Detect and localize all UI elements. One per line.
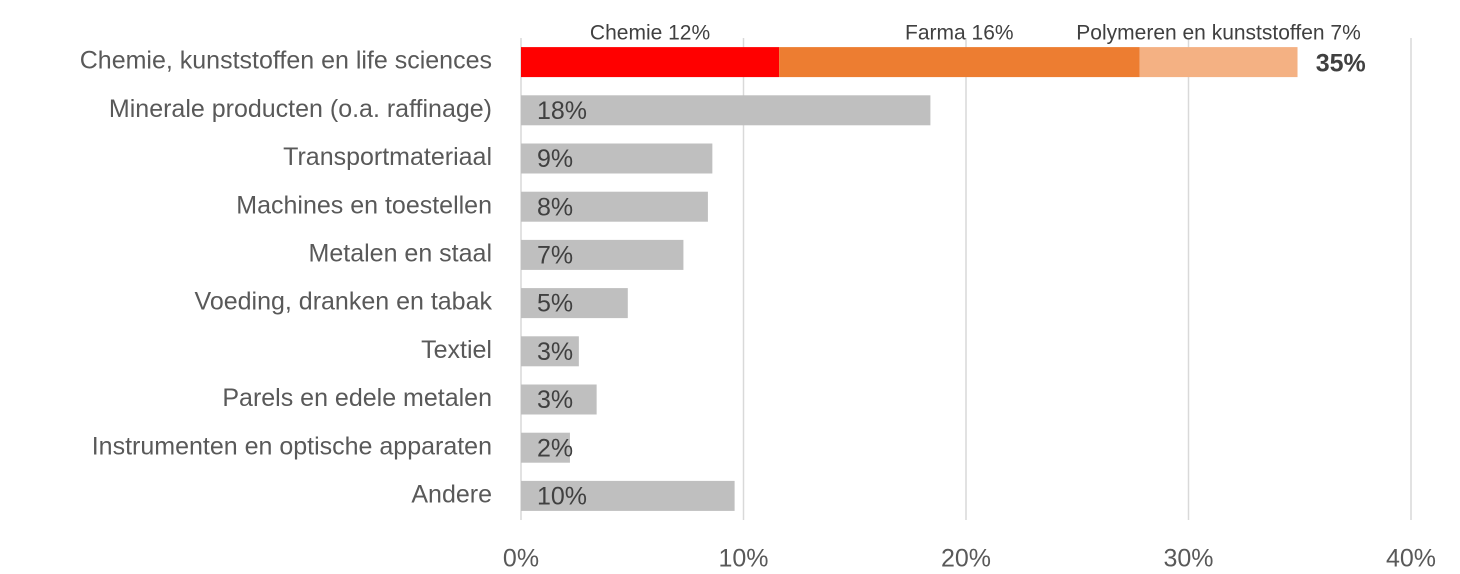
data-label: 2% <box>537 434 573 462</box>
bar-segment <box>521 480 735 511</box>
y-tick-label: Instrumenten en optische apparaten <box>92 432 492 460</box>
bar-segment <box>521 432 570 463</box>
segment-label: Polymeren en kunststoffen 7% <box>1076 22 1360 45</box>
y-tick-label: Chemie, kunststoffen en life sciences <box>80 47 492 75</box>
data-label: 3% <box>537 386 573 414</box>
bar-segment <box>521 191 708 222</box>
bar-segment <box>521 288 628 319</box>
bar-segment <box>521 95 931 126</box>
x-tick-label: 40% <box>1386 545 1436 573</box>
x-tick-label: 0% <box>503 545 539 573</box>
y-tick-label: Transportmateriaal <box>283 143 492 171</box>
bar-segment <box>521 47 780 78</box>
y-tick-label: Machines en toestellen <box>236 191 492 219</box>
y-tick-label: Voeding, dranken en tabak <box>195 288 493 316</box>
x-tick-label: 10% <box>718 545 768 573</box>
bar-segment <box>521 384 597 415</box>
data-label: 7% <box>537 242 573 270</box>
bar-segment <box>521 336 579 367</box>
bar-segment <box>779 47 1140 78</box>
x-tick-label: 20% <box>941 545 991 573</box>
y-tick-label: Textiel <box>421 336 492 364</box>
data-label: 18% <box>537 97 587 125</box>
bar-segment <box>521 143 713 174</box>
bar-segment <box>1139 47 1298 78</box>
data-label: 5% <box>537 290 573 318</box>
y-tick-label: Minerale producten (o.a. raffinage) <box>109 95 492 123</box>
y-tick-label: Metalen en staal <box>309 240 492 268</box>
data-label: 9% <box>537 145 573 173</box>
data-label: 3% <box>537 338 573 366</box>
total-label: 35% <box>1316 50 1366 78</box>
bar-segment <box>521 239 684 270</box>
x-tick-label: 30% <box>1163 545 1213 573</box>
data-label: 8% <box>537 193 573 221</box>
data-label: 10% <box>537 483 587 511</box>
segment-label: Farma 16% <box>905 22 1014 45</box>
y-tick-label: Parels en edele metalen <box>222 384 492 412</box>
segment-label: Chemie 12% <box>590 22 710 45</box>
y-tick-label: Andere <box>411 481 492 509</box>
